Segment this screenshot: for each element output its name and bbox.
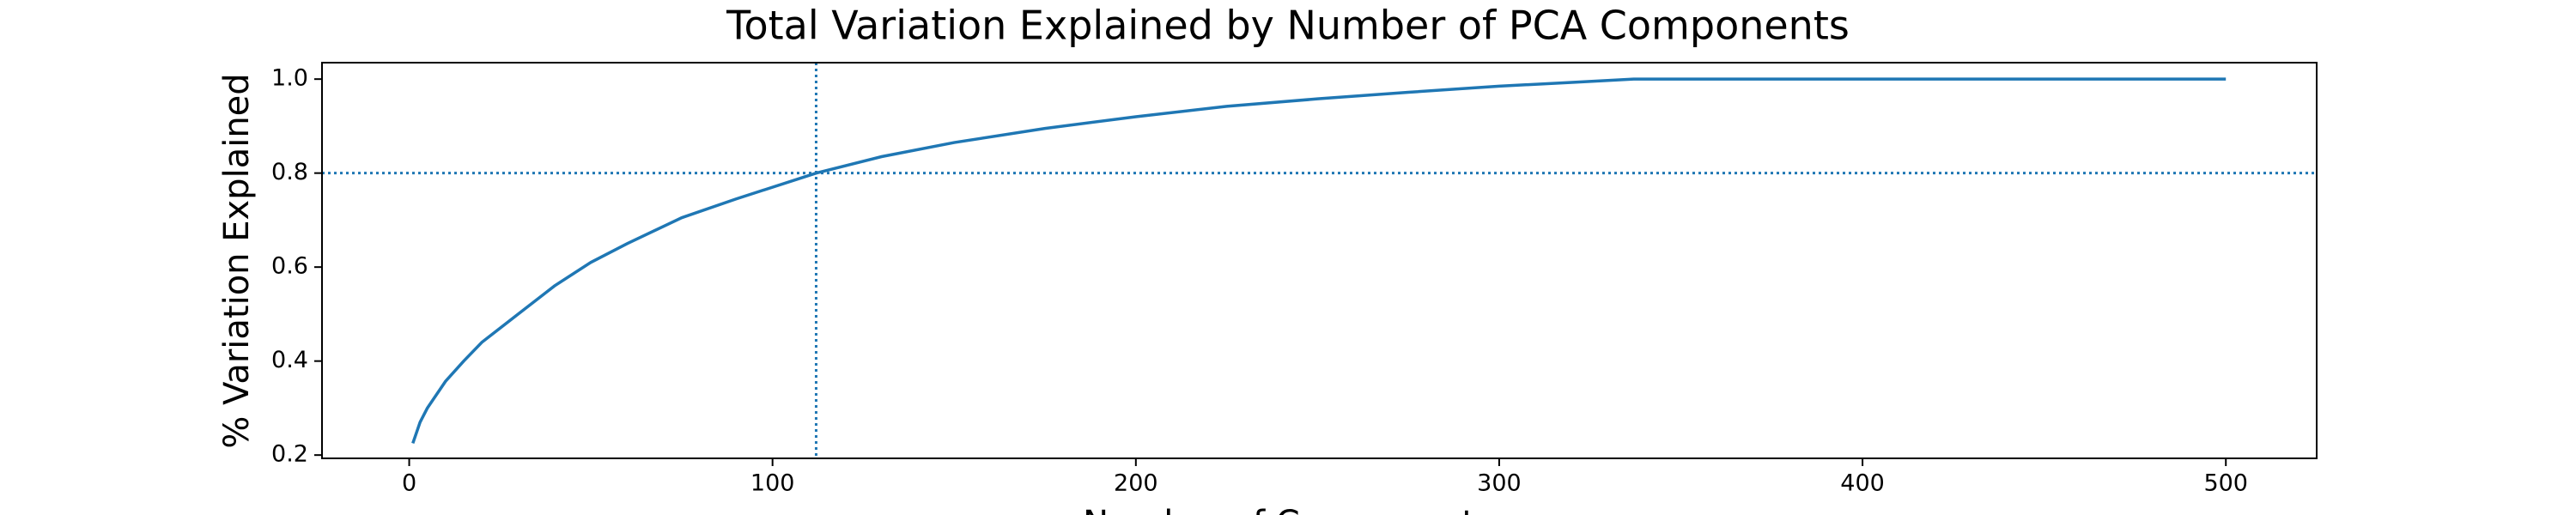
x-tick-label: 400 [1840, 470, 1885, 497]
y-tick-label: 1.0 [271, 65, 308, 92]
y-tick-label: 0.8 [271, 159, 308, 185]
y-tick-label: 0.6 [271, 253, 308, 280]
x-tick-label: 200 [1114, 470, 1158, 497]
y-axis-label: % Variation Explained [217, 73, 257, 448]
y-tick-label: 0.2 [271, 441, 308, 468]
data-line [411, 77, 2227, 445]
x-tick-label: 300 [1477, 470, 1522, 497]
plot-frame [321, 62, 2318, 459]
x-axis-label: Number of Components [1083, 504, 1493, 515]
y-tick-label: 0.4 [271, 347, 308, 373]
x-tick-label: 500 [2203, 470, 2248, 497]
x-tick-label: 0 [402, 470, 416, 497]
chart-title: Total Variation Explained by Number of P… [726, 3, 1850, 49]
x-tick-label: 100 [750, 470, 795, 497]
